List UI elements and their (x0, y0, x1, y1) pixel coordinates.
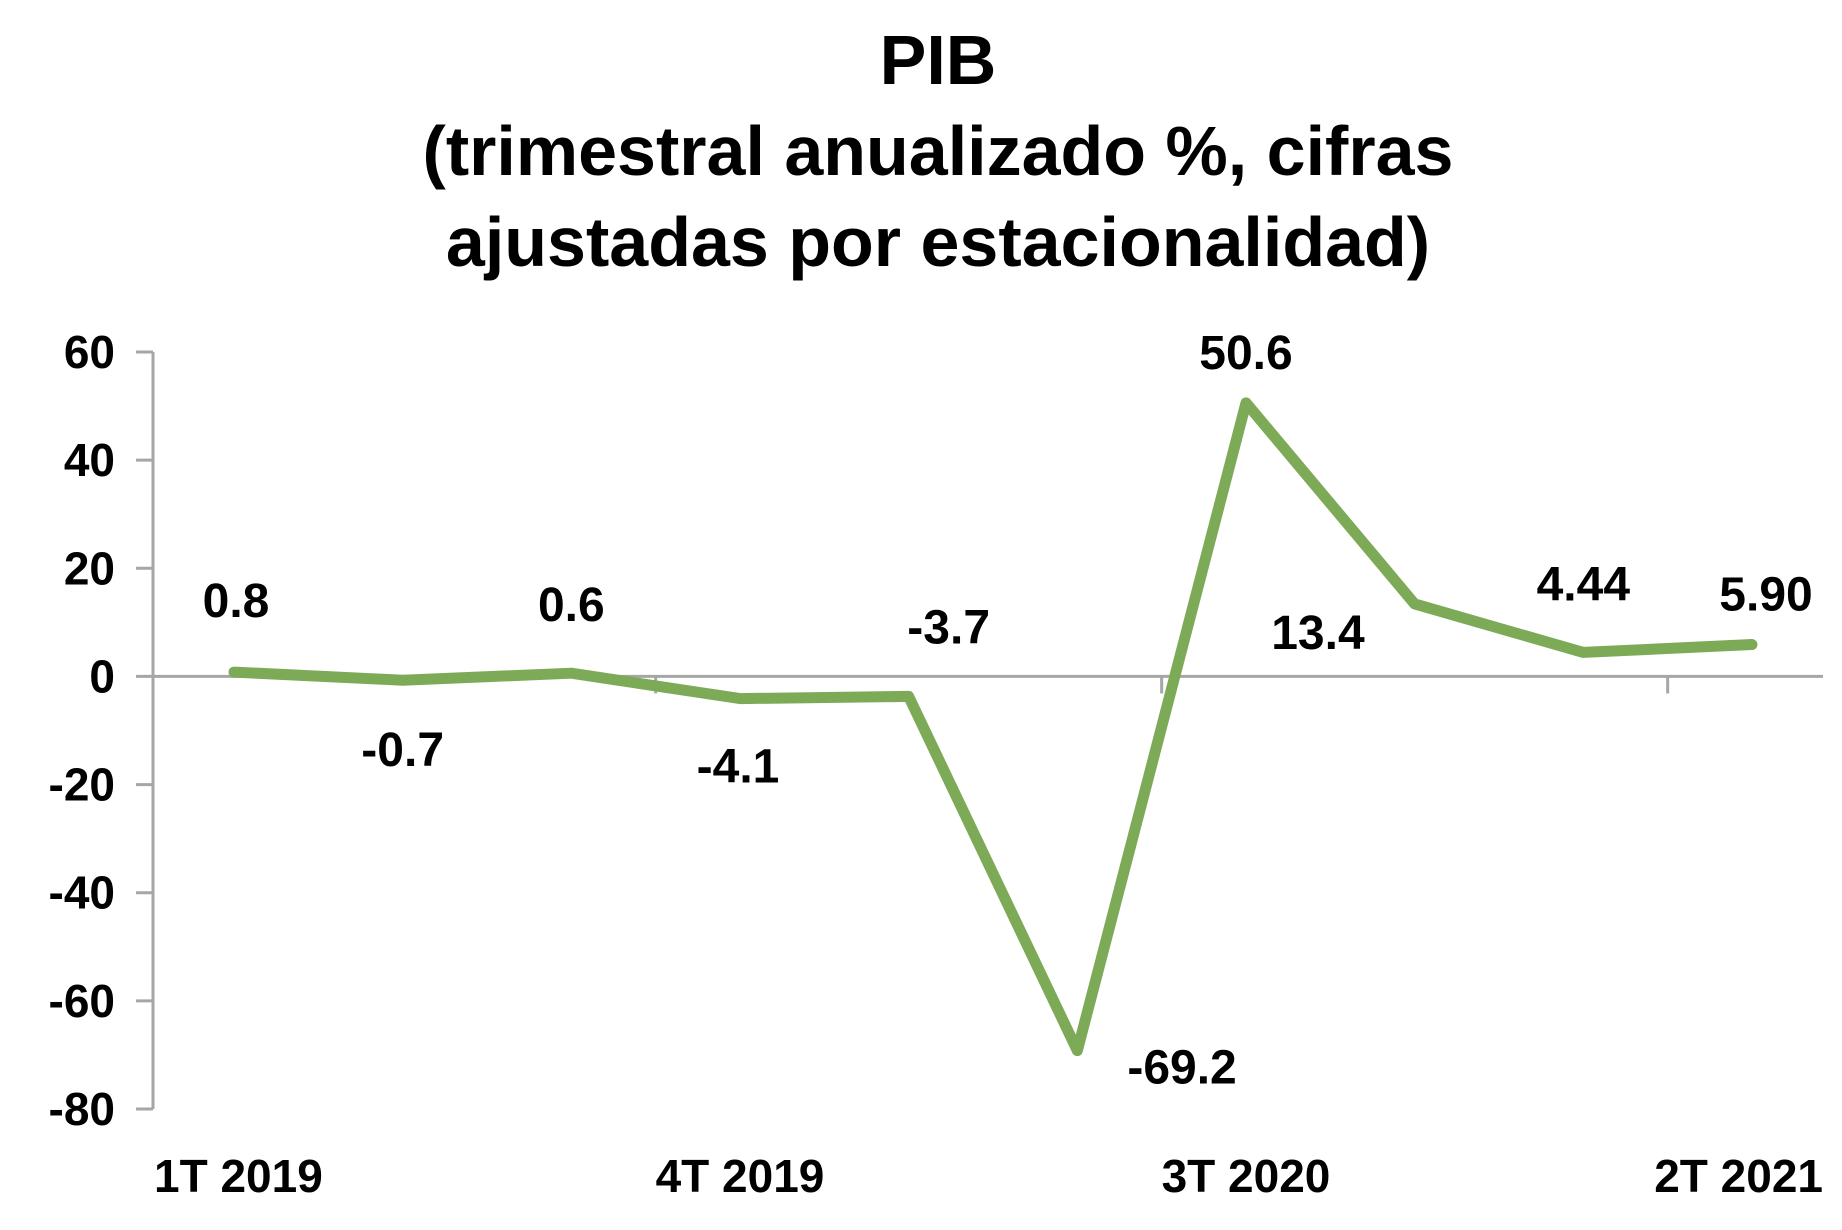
data-point (402, 679, 404, 681)
y-tick-label: -40 (49, 867, 115, 919)
data-point (1582, 651, 1584, 653)
data-point (908, 695, 910, 697)
data-label: 13.4 (1271, 607, 1365, 660)
series-line (228, 397, 1758, 1057)
series-line-group (228, 397, 1758, 1057)
x-tick-label: 2T 2021 (1654, 1150, 1823, 1202)
data-point (1751, 644, 1753, 646)
data-label: 0.8 (203, 575, 270, 628)
data-label: 0.6 (538, 579, 605, 632)
data-point (233, 671, 235, 673)
y-tick-label: 60 (64, 326, 115, 378)
x-tick-label: 3T 2020 (1162, 1150, 1331, 1202)
data-label: -0.7 (361, 724, 444, 777)
x-axis: 1T 2019 4T 2019 3T 2020 2T 2021 (153, 674, 1823, 1202)
chart-title-line-3: ajustadas por estacionalidad) (446, 203, 1430, 281)
data-point (1414, 603, 1416, 605)
data-label: -4.1 (697, 741, 780, 794)
y-tick-label: 20 (64, 542, 115, 594)
data-label: -3.7 (907, 601, 990, 654)
x-tick-label: 4T 2019 (656, 1150, 825, 1202)
data-label: 4.44 (1537, 558, 1631, 611)
chart-title-line-2: (trimestral anualizado %, cifras (423, 112, 1454, 190)
data-labels: 0.8 -0.7 0.6 -4.1 -3.7 -69.2 50.6 13.4 4.44 5.90 (203, 327, 1813, 1095)
y-axis: 60 40 20 0 -20 -40 -60 -80 (49, 326, 155, 1135)
chart-title-line-1: PIB (880, 21, 997, 99)
x-tick-label: 1T 2019 (154, 1150, 323, 1202)
data-point (1245, 402, 1247, 404)
y-tick-label: 0 (89, 650, 115, 702)
data-point (570, 672, 572, 674)
y-tick-label: -80 (49, 1083, 115, 1135)
y-tick-label: 40 (64, 434, 115, 486)
data-point (1076, 1050, 1078, 1052)
data-point (739, 698, 741, 700)
y-tick-label: -20 (49, 759, 115, 811)
data-label: 50.6 (1199, 327, 1292, 380)
y-tick-label: -60 (49, 975, 115, 1027)
chart-title: PIB (trimestral anualizado %, cifras aju… (423, 21, 1454, 281)
data-label: -69.2 (1127, 1042, 1236, 1095)
data-label: 5.90 (1719, 569, 1812, 622)
